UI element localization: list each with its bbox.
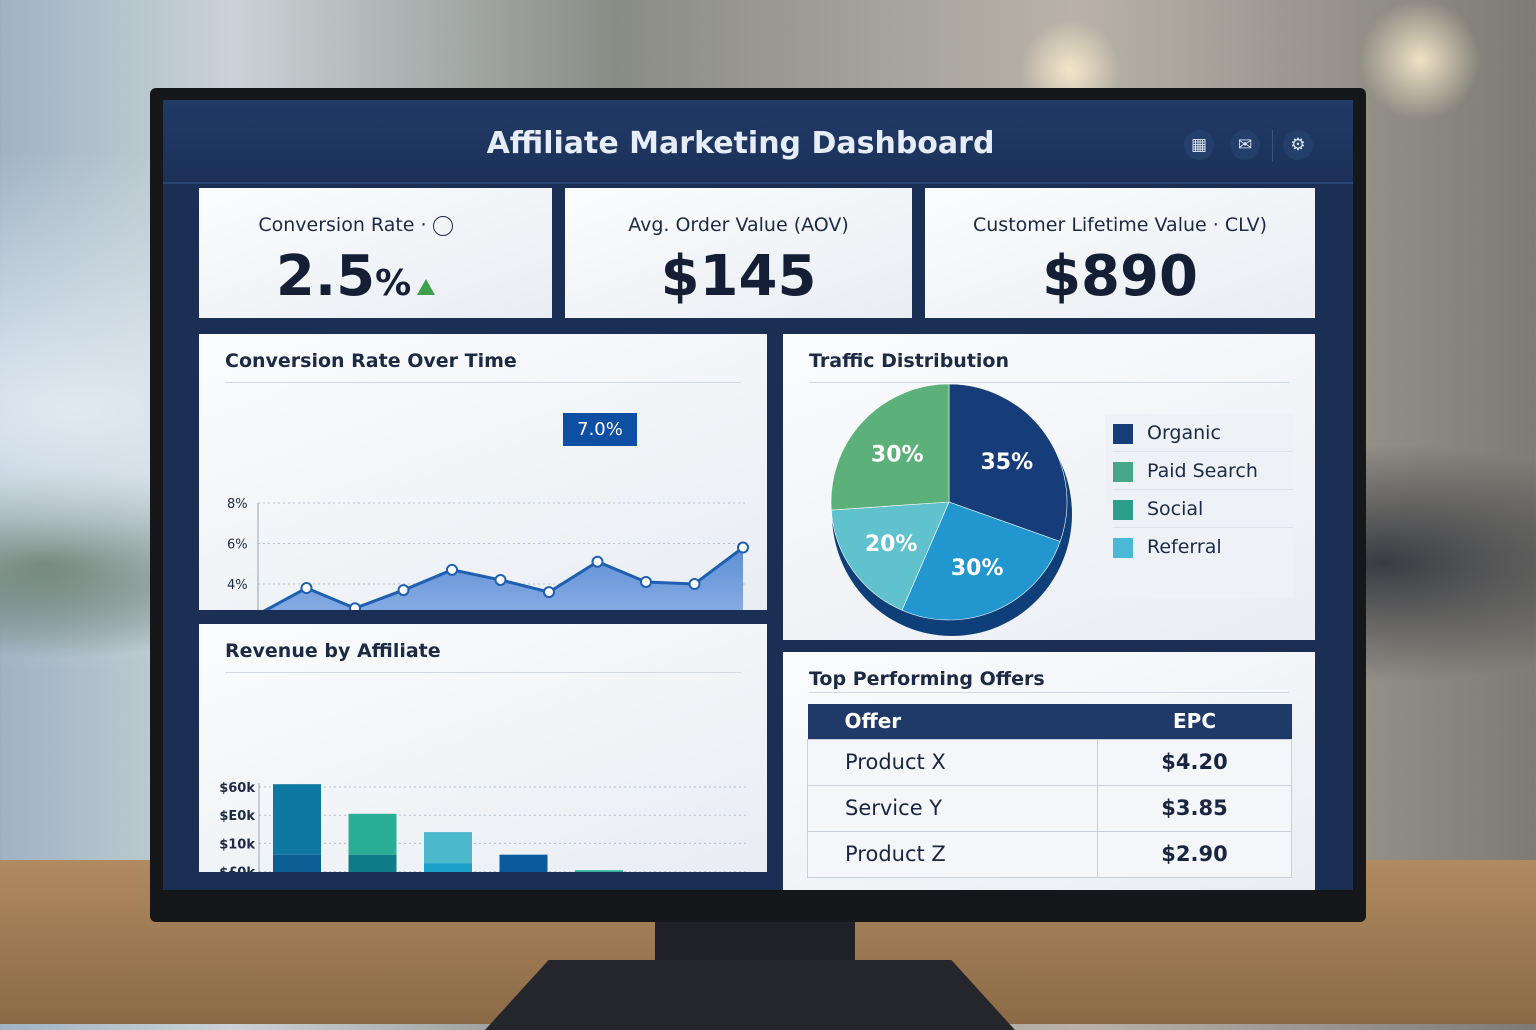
pie-slice — [830, 383, 950, 511]
info-icon[interactable] — [432, 215, 453, 236]
kpi-label: Conversion Rate · — [258, 214, 427, 236]
y-tick-label: $10k — [219, 837, 255, 852]
area-fill — [266, 547, 743, 610]
data-point — [300, 582, 313, 595]
slice-label: 30% — [951, 556, 1004, 581]
data-point — [446, 563, 458, 576]
offers-panel: Top Performing Offers Offer EPC Product X… — [783, 652, 1315, 890]
table-row[interactable]: Product Z $2.90 — [807, 830, 1292, 878]
slice-label: 20% — [865, 532, 918, 557]
legend-label: Referral — [1147, 536, 1222, 558]
panel-title: Conversion Rate Over Time — [225, 350, 517, 372]
legend-social: Social — [1113, 490, 1293, 528]
y-tick-label: $E0k — [219, 809, 255, 824]
bar-segment — [424, 832, 472, 864]
conversion-chart-panel: Conversion Rate Over Time 0%2%4%6%8%JanF… — [199, 334, 767, 610]
panel-title: Traffic Distribution — [809, 350, 1009, 372]
slice-label: 30% — [871, 443, 924, 468]
traffic-panel: Traffic Distribution 35% 30% 20% 30% Organi… — [783, 334, 1315, 640]
divider — [809, 692, 1289, 693]
legend-label: Paid Search — [1147, 460, 1258, 482]
col-epc[interactable]: EPC — [1097, 704, 1292, 739]
offer-name: Service Y — [807, 784, 1098, 832]
table-row[interactable]: Product X $4.20 — [807, 738, 1292, 786]
offer-epc: $4.20 — [1097, 738, 1292, 786]
header: Affiliate Marketing Dashboard ▦ ✉ ⚙ — [163, 100, 1353, 184]
y-tick-label: $60k — [219, 781, 255, 796]
legend-label: Organic — [1147, 422, 1221, 444]
table-row[interactable]: Service Y $3.85 — [807, 784, 1292, 832]
legend-label: Social — [1147, 498, 1204, 520]
slice-label: 35% — [981, 450, 1034, 475]
legend-swatch — [1113, 462, 1133, 482]
gear-icon[interactable]: ⚙ — [1283, 130, 1313, 160]
legend-swatch — [1113, 538, 1133, 558]
panel-title: Top Performing Offers — [809, 668, 1045, 690]
divider — [225, 672, 741, 673]
data-point — [688, 578, 701, 590]
bar-segment — [499, 854, 548, 872]
kpi-unit: % — [375, 263, 412, 304]
grid-search-icon[interactable]: ▦ — [1184, 130, 1214, 160]
data-point — [494, 573, 507, 586]
monitor-base — [485, 960, 1015, 1030]
pie-slice — [948, 383, 1068, 542]
revenue-panel: Revenue by Affiliate $0k$£0k$10k$E0k$60k… — [199, 624, 767, 872]
bar-chart: $0k$£0k$10k$E0k$60kAffiliate AAffiliate … — [219, 781, 749, 872]
y-tick-label: 4% — [227, 578, 248, 593]
kpi-clv: Customer Lifetime Value · CLV) $890 — [925, 188, 1315, 318]
bar-segment — [424, 863, 472, 872]
line-chart: 0%2%4%6%8%JanFebMarMarAprMayJun — [227, 497, 749, 610]
data-point — [591, 555, 604, 568]
data-point — [640, 575, 652, 588]
offer-name: Product X — [807, 738, 1098, 786]
y-tick-label: $£0k — [219, 866, 255, 872]
legend-swatch — [1113, 424, 1133, 444]
bar-segment — [575, 870, 623, 872]
kpi-conversion-rate: Conversion Rate · 2.5% — [199, 188, 552, 318]
pie-slice — [830, 501, 950, 611]
y-tick-label: 8% — [227, 497, 248, 512]
kpi-aov: Avg. Order Value (AOV) $145 — [565, 188, 912, 318]
pie-legend: Organic Paid Search Social Referral — [1105, 414, 1293, 598]
col-offer[interactable]: Offer — [807, 704, 1098, 739]
divider — [225, 382, 741, 383]
kpi-value: $145 — [660, 244, 817, 309]
legend-organic: Organic — [1113, 414, 1293, 452]
legend-referral: Referral — [1113, 528, 1293, 566]
offer-name: Product Z — [807, 830, 1098, 878]
bar-segment — [348, 813, 397, 855]
value-callout: 7.0% — [563, 413, 637, 446]
table-header: Offer EPC — [807, 704, 1292, 739]
offer-epc: $2.90 — [1097, 830, 1292, 878]
bar-segment — [273, 784, 321, 855]
divider — [809, 382, 1289, 383]
offers-table: Offer EPC Product X $4.20 Service Y $3.85 P… — [807, 704, 1292, 878]
dashboard-screen: Affiliate Marketing Dashboard ▦ ✉ ⚙ Conv… — [163, 100, 1353, 890]
offer-epc: $3.85 — [1097, 784, 1292, 832]
kpi-value: $890 — [1042, 244, 1198, 309]
data-point — [349, 602, 361, 610]
page-title: Affiliate Marketing Dashboard — [486, 126, 995, 161]
legend-paid-search: Paid Search — [1113, 452, 1293, 490]
bar-segment — [348, 854, 397, 872]
trend-up-icon — [417, 279, 436, 295]
data-point — [737, 541, 749, 554]
bar-segment — [273, 854, 321, 872]
pie-chart: 35% 30% 20% 30% — [830, 383, 1072, 636]
mail-icon[interactable]: ✉ — [1230, 130, 1260, 160]
y-tick-label: 6% — [227, 538, 248, 553]
legend-swatch — [1113, 500, 1133, 520]
data-point — [397, 584, 410, 597]
kpi-label: Avg. Order Value (AOV) — [628, 214, 849, 236]
kpi-value: 2.5 — [275, 244, 376, 309]
data-point — [543, 586, 555, 599]
pie-slice — [901, 501, 1061, 621]
kpi-label: Customer Lifetime Value · CLV) — [972, 214, 1267, 236]
panel-title: Revenue by Affiliate — [225, 640, 441, 662]
divider — [1272, 130, 1273, 162]
